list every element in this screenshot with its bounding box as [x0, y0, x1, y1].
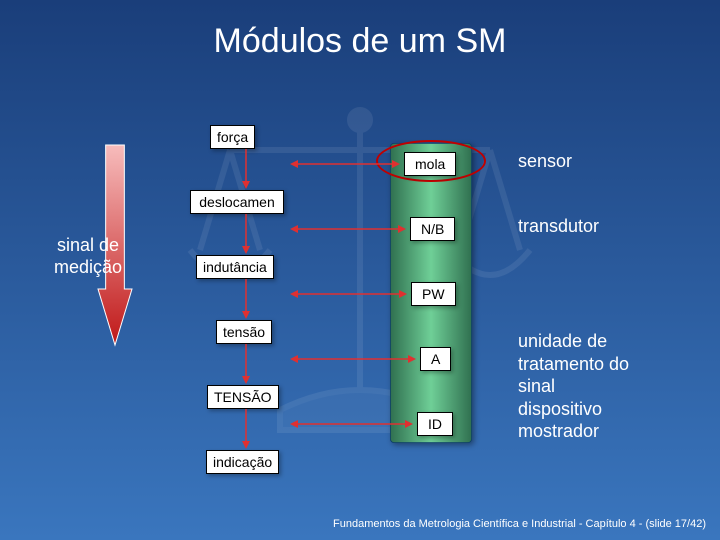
footer-text: Fundamentos da Metrologia Científica e I… — [333, 518, 706, 530]
stage-label-2: indutância — [196, 255, 274, 279]
stage-label-0: força — [210, 125, 255, 149]
signal-label: sinal demedição — [54, 235, 122, 278]
processing-unit-label: unidade detratamento dosinaldispositivom… — [518, 330, 629, 443]
right-label-1: transdutor — [518, 216, 599, 237]
stage-label-3: tensão — [216, 320, 272, 344]
module-box-1: N/B — [410, 217, 455, 241]
diagram-area: sinal demedição força deslocamen indutânci… — [0, 115, 720, 495]
module-box-2: PW — [411, 282, 456, 306]
module-box-3: A — [420, 347, 451, 371]
right-label-0: sensor — [518, 151, 572, 172]
page-title: Módulos de um SM — [0, 0, 720, 61]
stage-label-4: TENSÃO — [207, 385, 279, 409]
stage-label-1: deslocamen — [190, 190, 284, 214]
stage-label-5: indicação — [206, 450, 279, 474]
module-box-0: mola — [404, 152, 456, 176]
module-box-4: ID — [417, 412, 453, 436]
